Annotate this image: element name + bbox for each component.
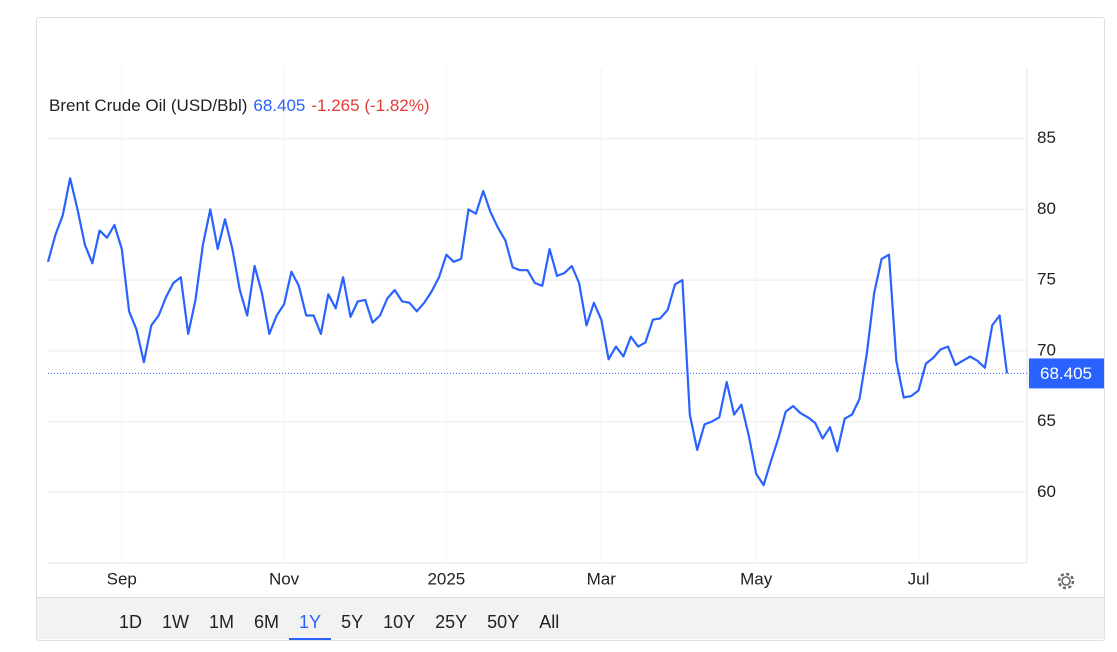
last-value-badge [1029,358,1104,389]
x-tick-label: Jul [908,569,930,588]
x-tick-label: 2025 [427,569,465,588]
range-button[interactable]: 10Y [383,611,416,632]
series-name: Brent Crude Oil (USD/Bbl) [49,96,248,115]
range-bar: 1D 1W 1M 6M 1Y 5Y 10Y 25Y 50Y All [37,597,1104,640]
y-tick-label: 70 [1037,340,1056,359]
range-button[interactable]: 1D [119,611,143,632]
range-button[interactable]: 50Y [487,611,520,632]
settings-icon[interactable] [1057,572,1075,590]
range-button[interactable]: 6M [254,611,280,632]
range-button[interactable]: 1Y [289,598,332,640]
y-tick-label: 75 [1037,270,1056,289]
change: -1.265 (-1.82%) [311,96,430,115]
x-tick-label: Nov [269,569,300,588]
y-tick-label: 60 [1037,482,1056,501]
range-button[interactable]: All [539,611,560,632]
range-button[interactable]: 1M [209,611,235,632]
x-tick-label: May [740,569,773,588]
x-tick-label: Sep [107,569,137,588]
range-button[interactable]: 25Y [435,611,468,632]
y-tick-label: 85 [1037,128,1056,147]
y-tick-label: 80 [1037,199,1056,218]
chart-header: Brent Crude Oil (USD/Bbl) 68.405 -1.265 (-… [49,96,436,116]
last-value-label: 68.405 [1040,364,1092,383]
chart-frame [36,17,1105,641]
range-button[interactable]: 5Y [341,611,364,632]
range-button[interactable]: 1W [162,611,190,632]
price-line [46,177,1009,487]
last-value: 68.405 [253,96,306,115]
y-tick-label: 65 [1037,411,1056,430]
x-tick-label: Mar [587,569,617,588]
